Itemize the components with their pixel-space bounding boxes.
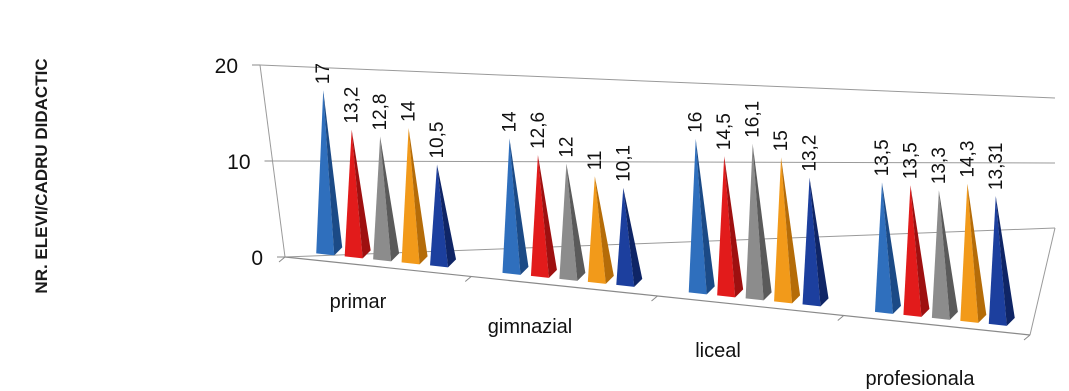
pyramid-bar-side [695, 138, 715, 295]
data-label: 12,6 [528, 112, 549, 149]
data-label: 14 [499, 111, 520, 133]
pyramid-bar [988, 196, 1007, 326]
data-label: 14,3 [957, 141, 978, 178]
pyramid-bar-side [724, 156, 744, 298]
pyramid-bar-side [623, 187, 643, 287]
data-label: 13,3 [929, 147, 950, 184]
category-label: gimnazial [488, 316, 572, 338]
pyramid-bar [688, 138, 707, 295]
x-tick [464, 276, 472, 282]
pyramid-bar [373, 136, 392, 262]
data-label: 12 [556, 137, 577, 158]
pyramid-bar [530, 154, 549, 278]
category-label: primar [330, 291, 387, 313]
pyramid-bar-side [881, 182, 901, 314]
gridline [272, 160, 1056, 164]
pyramid-bar-side [408, 127, 428, 265]
pyramid-bar-side [594, 176, 614, 284]
data-label: 17 [313, 63, 334, 84]
pyramid-bar-side [509, 138, 529, 275]
pyramid-bar-side [910, 185, 930, 317]
pyramid-bar-side [752, 143, 772, 301]
x-tick [1023, 334, 1031, 341]
data-label: 10,5 [427, 122, 448, 159]
pyramid-bar-side [938, 190, 958, 320]
y-tick-label: 20 [215, 55, 238, 78]
data-label: 14 [399, 100, 420, 122]
pyramid-bar [903, 185, 922, 317]
data-label: 10,1 [613, 145, 634, 182]
data-label: 13,5 [900, 142, 921, 179]
pyramid-bar [401, 127, 420, 265]
pyramid-bar [874, 182, 893, 314]
pyramid-bar [931, 190, 950, 320]
pyramid-bar-side [380, 136, 400, 262]
data-label: 15 [771, 130, 792, 151]
pyramid-bar-side [351, 129, 371, 259]
x-tick [278, 256, 286, 263]
data-label: 14,5 [714, 113, 735, 150]
pyramid-bar-side [537, 154, 557, 278]
y-axis-label: NR. ELEVI/CADRU DIDACTIC [32, 58, 51, 293]
pyramid-bar [316, 90, 335, 256]
x-tick [837, 315, 845, 321]
data-label: 16 [686, 112, 707, 133]
category-label: profesionala [866, 368, 976, 390]
data-label: 11 [585, 151, 606, 171]
pyramid-bar [430, 164, 449, 268]
data-label: 16,1 [743, 101, 764, 138]
pyramid-bar [960, 183, 979, 323]
data-label: 13,2 [342, 87, 363, 124]
pyramid-bar-side [967, 183, 987, 323]
pyramid-bar [344, 129, 363, 259]
x-tick [651, 295, 658, 302]
pyramid-bar-side [809, 177, 829, 307]
pyramid-bar [559, 163, 578, 281]
pyramid-bar-side [781, 157, 801, 304]
data-label: 13,31 [986, 143, 1007, 191]
pyramid-bar [616, 187, 635, 287]
pyramid-bar-side [437, 164, 457, 268]
pyramid-bar [717, 156, 736, 298]
data-label: 13,2 [800, 135, 821, 172]
y-tick-label: 10 [227, 151, 250, 174]
data-label: 13,5 [872, 139, 893, 176]
pyramid-bar-side [323, 90, 343, 256]
floor-edge [1029, 227, 1056, 336]
pyramid-bar [587, 176, 606, 284]
data-labels: 17 13,2 12,8 14 10,5 14 12,6 12 11 10,1 16 14,5 16,1… [313, 63, 1007, 190]
pyramid-bar [745, 143, 764, 301]
pyramid-bar [502, 138, 521, 275]
data-label: 12,8 [370, 94, 391, 131]
pyramid-bar [774, 157, 793, 304]
pyramid-bars [316, 90, 1015, 326]
axes: 0 10 20 primar gimnazial liceal profesionala [215, 55, 1031, 390]
y-tick-label: 0 [251, 247, 263, 270]
pyramid-bar-side [566, 163, 586, 281]
gridline [259, 64, 1056, 99]
pyramid-bar [802, 177, 821, 307]
pyramid-bar-side [995, 196, 1015, 326]
category-label: liceal [695, 340, 741, 362]
